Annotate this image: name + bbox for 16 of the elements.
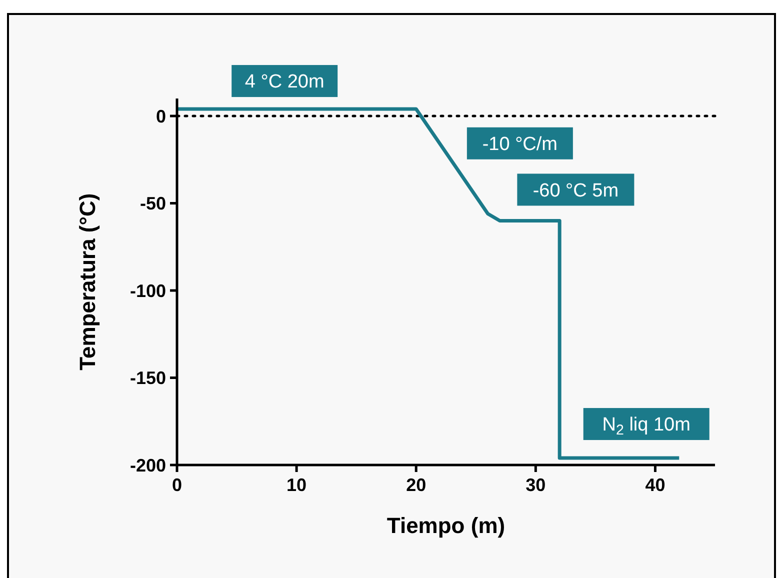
annotation: N$_{2}$ liq 10m [602, 414, 690, 438]
y-tick-label: -200 [130, 455, 166, 476]
x-tick-label: 30 [526, 475, 546, 495]
y-tick-label: -150 [130, 368, 166, 388]
x-axis-title: Tiempo (m) [386, 513, 506, 538]
annotation: -60 °C 5m [532, 180, 619, 202]
annotation: 4 °C 20m [244, 72, 324, 93]
y-axis-title: Temperatura (°C) [75, 193, 100, 370]
y-tick-label: 0 [156, 106, 166, 126]
annotation: -10 °C/m [482, 134, 558, 155]
x-tick-label: 40 [645, 475, 666, 495]
y-tick-label: -50 [140, 194, 166, 214]
x-tick-label: 0 [172, 475, 182, 495]
y-tick-label: -100 [130, 280, 166, 301]
x-tick-label: 10 [286, 475, 307, 495]
x-tick-label: 20 [406, 475, 426, 495]
